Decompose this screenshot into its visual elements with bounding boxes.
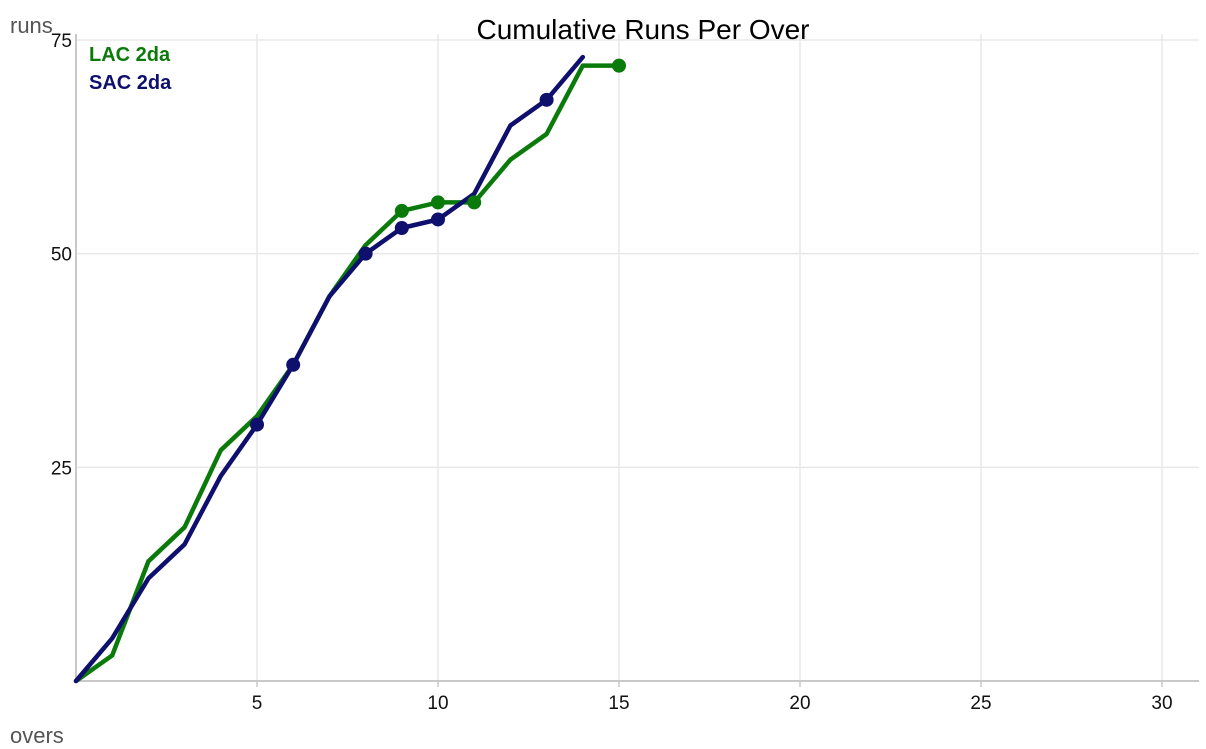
axes	[75, 34, 1199, 687]
chart-title: Cumulative Runs Per Over	[476, 14, 809, 45]
marker-sac-2da-over-13	[539, 92, 554, 107]
series-line-sac-2da	[73, 54, 586, 684]
marker-sac-2da-over-9	[394, 221, 409, 236]
x-tick-label-30: 30	[1151, 693, 1172, 714]
marker-lac-2da-over-15	[612, 58, 626, 73]
grid-lines	[76, 34, 1199, 681]
series-markers	[250, 58, 626, 432]
y-tick-label-75: 75	[51, 31, 72, 52]
marker-sac-2da-over-6	[286, 357, 301, 372]
series-line-lac-2da	[73, 63, 622, 684]
legend-item-lac-2da: LAC 2da	[89, 44, 171, 66]
x-tick-label-20: 20	[789, 693, 810, 714]
marker-lac-2da-over-9	[394, 203, 409, 218]
legend: LAC 2da SAC 2da	[89, 44, 172, 94]
x-tick-label-15: 15	[608, 693, 629, 714]
x-tick-label-10: 10	[427, 693, 448, 714]
marker-sac-2da-over-10	[431, 212, 445, 227]
x-axis-title: overs	[10, 723, 64, 748]
marker-lac-2da-over-10	[431, 195, 445, 210]
marker-sac-2da-over-5	[250, 417, 264, 432]
series-lines	[73, 54, 622, 684]
y-tick-label-25: 25	[51, 458, 72, 479]
legend-item-sac-2da: SAC 2da	[89, 72, 172, 94]
marker-lac-2da-over-11	[467, 195, 482, 210]
tick-labels: 5 10 15 20 25 30 25 50 75	[51, 31, 1173, 714]
x-tick-label-5: 5	[252, 693, 263, 714]
marker-sac-2da-over-8	[358, 246, 373, 261]
y-tick-label-50: 50	[51, 245, 72, 266]
y-axis-title: runs	[10, 13, 53, 38]
x-tick-label-25: 25	[970, 693, 991, 714]
